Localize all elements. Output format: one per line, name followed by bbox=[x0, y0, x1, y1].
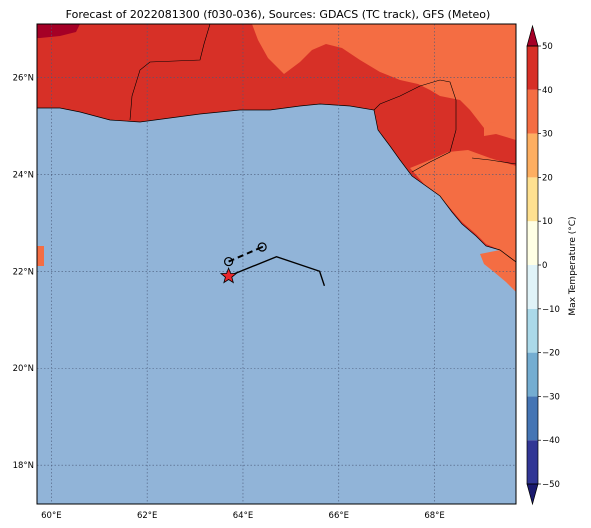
map-gridlines bbox=[37, 24, 516, 504]
colorbar-tick-label: −20 bbox=[542, 349, 560, 359]
track-forecast-line bbox=[228, 246, 263, 263]
colorbar-band bbox=[527, 440, 538, 484]
colorbar-band bbox=[527, 133, 538, 178]
country-border bbox=[129, 24, 211, 121]
colorbar-extend-high bbox=[526, 24, 539, 47]
lon-tick-label: 66°E bbox=[329, 511, 349, 521]
lat-tick-label: 26°N bbox=[13, 73, 34, 83]
lat-tick-label: 22°N bbox=[13, 267, 34, 277]
latitude-ticks: 18°N 20°N 22°N 24°N 26°N bbox=[13, 73, 34, 471]
lon-tick-label: 64°E bbox=[233, 511, 253, 521]
map-frame bbox=[36, 23, 517, 505]
colorbar-extend-low bbox=[526, 483, 539, 506]
country-border bbox=[471, 157, 516, 165]
forecast-position-marker bbox=[224, 256, 234, 267]
colorbar-label: Max Temperature (°C) bbox=[568, 216, 578, 315]
lon-tick-label: 62°E bbox=[137, 511, 157, 521]
colorbar-tick-label: −10 bbox=[542, 305, 560, 315]
colorbar-band bbox=[527, 396, 538, 441]
red-star-icon bbox=[219, 266, 238, 284]
colorbar-band bbox=[527, 265, 538, 309]
colorbar-tick-label: 30 bbox=[542, 130, 553, 140]
colorbar-tick-label: 10 bbox=[542, 217, 553, 227]
land-region-20-30 bbox=[480, 250, 516, 292]
land-region-20-30 bbox=[252, 24, 516, 140]
colorbar-band bbox=[527, 177, 538, 222]
land-region-20-30 bbox=[37, 246, 44, 266]
forecast-position-marker bbox=[257, 242, 267, 252]
land-region-30-40 bbox=[37, 24, 516, 262]
lon-tick-label: 60°E bbox=[41, 511, 61, 521]
land-region-20-30 bbox=[410, 150, 516, 260]
colorbar-tick-label: 40 bbox=[542, 86, 553, 96]
map-title: Forecast of 2022081300 (f030-036), Sourc… bbox=[66, 8, 491, 21]
lat-tick-label: 20°N bbox=[13, 364, 34, 374]
colorbar: −50 −40 −30 −20 −10 0 10 20 30 40 50 bbox=[526, 24, 560, 506]
land-region-20-30 bbox=[484, 122, 496, 136]
colorbar-band bbox=[527, 89, 538, 134]
colorbar-tick-label: 20 bbox=[542, 173, 553, 183]
longitude-ticks: 60°E 62°E 64°E 66°E 68°E bbox=[41, 511, 445, 521]
track-observed-line bbox=[228, 255, 326, 287]
colorbar-band bbox=[527, 352, 538, 397]
lat-tick-label: 24°N bbox=[13, 170, 34, 180]
lat-tick-label: 18°N bbox=[13, 461, 34, 471]
colorbar-band bbox=[527, 221, 538, 265]
colorbar-tick-label: 50 bbox=[542, 42, 553, 52]
land-region-40-50 bbox=[37, 24, 80, 38]
storm-track bbox=[219, 242, 326, 287]
colorbar-band bbox=[527, 46, 538, 90]
colorbar-tick-label: −40 bbox=[542, 436, 560, 446]
colorbar-tick-label: −50 bbox=[542, 480, 560, 490]
colorbar-band bbox=[527, 308, 538, 353]
country-border bbox=[373, 79, 457, 173]
colorbar-tick-label: 0 bbox=[542, 261, 547, 271]
forecast-position-dot bbox=[261, 246, 264, 249]
lon-tick-label: 68°E bbox=[424, 511, 444, 521]
colorbar-tick-label: −30 bbox=[542, 392, 560, 402]
map-area bbox=[37, 24, 516, 504]
